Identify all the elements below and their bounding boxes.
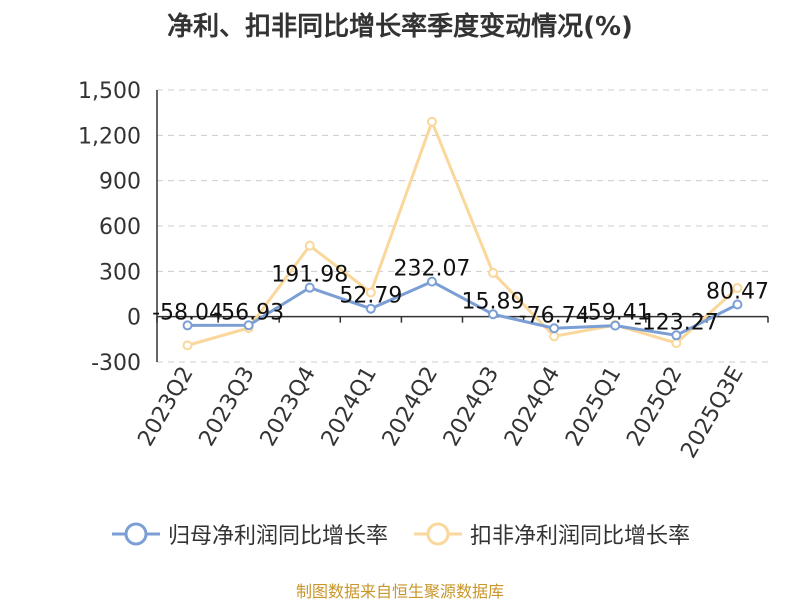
series-point	[182, 320, 193, 331]
series-point	[549, 331, 560, 342]
y-tick-label: 1,500	[78, 79, 141, 104]
x-tick-label: 2023Q3	[195, 363, 260, 451]
y-tick-label: 900	[99, 170, 141, 195]
grid-layer	[157, 89, 768, 363]
series-point	[671, 338, 682, 349]
series-line	[187, 120, 739, 347]
data-label: -123.27	[634, 310, 719, 335]
y-tick-label: 0	[127, 306, 141, 331]
x-tick-label: 2025Q1	[561, 363, 626, 451]
series-point	[426, 116, 437, 127]
chart-title: 净利、扣非同比增长率季度变动情况(%)	[167, 12, 633, 42]
data-label: 232.07	[393, 257, 470, 282]
y-tick-label: 300	[99, 260, 141, 285]
x-tick-label: 2024Q1	[317, 363, 382, 451]
legend: 归母净利润同比增长率 扣非净利润同比增长率	[0, 518, 800, 550]
legend-label: 扣非净利润同比增长率	[470, 524, 691, 549]
series-point	[426, 276, 437, 287]
series-point	[182, 340, 193, 351]
series-line	[187, 280, 739, 337]
data-label: 191.98	[271, 263, 348, 288]
y-tick-label: 1,200	[78, 124, 141, 149]
legend-circle	[426, 522, 450, 546]
legend-circle	[124, 522, 148, 546]
series-point	[732, 282, 743, 293]
legend-marker-icon	[111, 522, 160, 546]
legend-item[interactable]: 扣非净利润同比增长率	[412, 518, 690, 550]
series-point	[304, 240, 315, 251]
x-tick-label: 2023Q2	[133, 363, 198, 451]
series-point	[732, 299, 743, 310]
series-point	[488, 309, 499, 320]
series-point	[671, 330, 682, 341]
legend-marker-icon	[414, 522, 462, 546]
series-layer	[182, 116, 743, 351]
source-note: 制图数据来自恒生聚源数据库	[295, 582, 504, 601]
data-label: 52.79	[339, 284, 402, 309]
data-label: -58.04	[152, 300, 223, 325]
y-tick-label: 600	[99, 215, 141, 240]
series-point	[304, 282, 315, 293]
data-label: 80.47	[706, 280, 769, 305]
x-tick-label: 2023Q4	[256, 363, 321, 451]
data-label: -56.93	[213, 300, 284, 325]
legend-label: 归母净利润同比增长率	[167, 524, 388, 549]
legend-item[interactable]: 归母净利润同比增长率	[110, 518, 388, 550]
data-label: 15.89	[462, 289, 525, 314]
series-point	[488, 267, 499, 278]
data-label: -59.41	[580, 301, 651, 326]
data-label: -76.74	[519, 303, 590, 328]
series-point	[243, 320, 254, 331]
x-tick-label: 2024Q2	[378, 363, 443, 451]
series-point	[365, 287, 376, 298]
x-tick-label: 2024Q3	[439, 363, 504, 451]
y-tick-label: -300	[91, 351, 141, 376]
series-point	[365, 303, 376, 314]
x-tick-label: 2025Q2	[622, 363, 687, 451]
x-tick-label: 2025Q3E	[676, 363, 748, 463]
series-point	[610, 320, 621, 331]
x-tick-label: 2024Q4	[500, 363, 565, 451]
series-point	[549, 323, 560, 334]
